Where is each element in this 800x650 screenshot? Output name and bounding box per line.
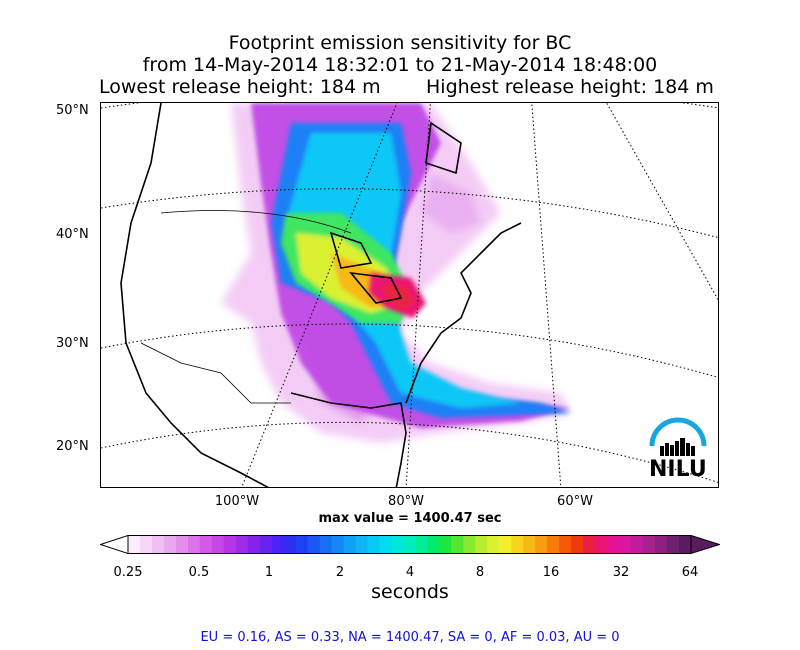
colorbar-cell	[559, 535, 572, 554]
colorbar-cell	[283, 535, 297, 554]
colorbar-cell	[475, 535, 488, 554]
colorbar-tick: 0.5	[188, 565, 210, 580]
colorbar-cell	[151, 535, 165, 554]
colorbar-cell	[607, 535, 620, 554]
colorbar-cell	[631, 535, 644, 554]
colorbar-cell	[499, 535, 512, 554]
colorbar-cell	[175, 535, 189, 554]
highest-release-height: Highest release height: 184 m	[426, 76, 714, 98]
colorbar-cell	[655, 535, 668, 554]
colorbar-cell	[163, 535, 177, 554]
colorbar-cell	[199, 535, 213, 554]
colorbar-cell	[403, 535, 416, 554]
colorbar-cell	[295, 535, 309, 554]
colorbar-cell	[439, 535, 452, 554]
colorbar-cell	[391, 535, 405, 554]
region-summary: EU = 0.16, AS = 0.33, NA = 1400.47, SA =…	[200, 630, 620, 645]
colorbar-tick: 0.25	[113, 565, 143, 580]
colorbar-cell	[415, 535, 428, 554]
colorbar-cell	[595, 535, 608, 554]
colorbar-extend-low	[100, 535, 129, 555]
coastlines	[120, 103, 522, 487]
colorbar-cell	[535, 535, 548, 554]
colorbar-cell	[583, 535, 596, 554]
colorbar-cell	[271, 535, 285, 554]
colorbar-tick: 16	[542, 565, 560, 580]
borders	[140, 210, 352, 404]
colorbar-tick: 64	[681, 565, 699, 580]
colorbar-cell	[247, 535, 261, 554]
colorbar-tick: 2	[335, 565, 345, 580]
colorbar-cell	[259, 535, 273, 554]
lon-label-100w: 100°W	[214, 494, 260, 509]
lowest-release-height: Lowest release height: 184 m	[99, 76, 381, 98]
footprint-map	[100, 102, 719, 488]
colorbar-unit-label: seconds	[371, 581, 449, 603]
max-value-text: max value = 1400.47 sec	[318, 511, 502, 526]
colorbar-cell	[128, 535, 141, 554]
colorbar-cell	[235, 535, 249, 554]
colorbar-cell	[643, 535, 656, 554]
colorbar-cell	[331, 535, 345, 554]
colorbar-cell	[487, 535, 500, 554]
colorbar-cell	[463, 535, 476, 554]
colorbar-cell	[187, 535, 201, 554]
colorbar-cell	[367, 535, 381, 554]
lat-label-30n: 30°N	[56, 336, 89, 351]
colorbar-cell	[547, 535, 560, 554]
lat-label-50n: 50°N	[56, 103, 89, 118]
sensitivity-field-blue	[271, 123, 571, 418]
nilu-logo-text: NILU	[649, 457, 707, 482]
colorbar-cell	[379, 535, 393, 554]
chart-subtitle-period: from 14-May-2014 18:32:01 to 21-May-2014…	[142, 54, 658, 76]
lat-label-20n: 20°N	[56, 439, 89, 454]
colorbar-cell	[619, 535, 632, 554]
sensitivity-field-max	[369, 273, 426, 318]
map-canvas	[101, 103, 718, 487]
lon-label-80w: 80°W	[388, 494, 424, 509]
colorbar-cell	[679, 535, 692, 554]
chart-title: Footprint emission sensitivity for BC	[228, 32, 572, 54]
colorbar-tick: 4	[405, 565, 415, 580]
colorbar-tick: 8	[475, 565, 485, 580]
graticule	[101, 103, 718, 487]
colorbar	[100, 535, 720, 555]
lon-label-60w: 60°W	[557, 494, 593, 509]
colorbar-extend-high	[690, 535, 720, 555]
nilu-logo	[649, 417, 707, 456]
colorbar-cell	[571, 535, 584, 554]
nilu-logo-arc	[649, 417, 707, 447]
colorbar-cell	[667, 535, 680, 554]
colorbar-tick: 1	[264, 565, 274, 580]
colorbar-cell	[139, 535, 153, 554]
colorbar-cell	[427, 535, 440, 554]
nilu-logo-skyline	[660, 438, 695, 456]
colorbar-cell	[343, 535, 357, 554]
colorbar-outline	[127, 535, 692, 554]
colorbar-tick: 32	[612, 565, 630, 580]
colorbar-cell	[451, 535, 464, 554]
colorbar-cell	[223, 535, 237, 554]
colorbar-cell	[211, 535, 225, 554]
lat-label-40n: 40°N	[56, 227, 89, 242]
colorbar-cell	[319, 535, 333, 554]
colorbar-cell	[307, 535, 321, 554]
colorbar-cell	[523, 535, 536, 554]
colorbar-cell	[511, 535, 524, 554]
colorbar-cell	[355, 535, 369, 554]
